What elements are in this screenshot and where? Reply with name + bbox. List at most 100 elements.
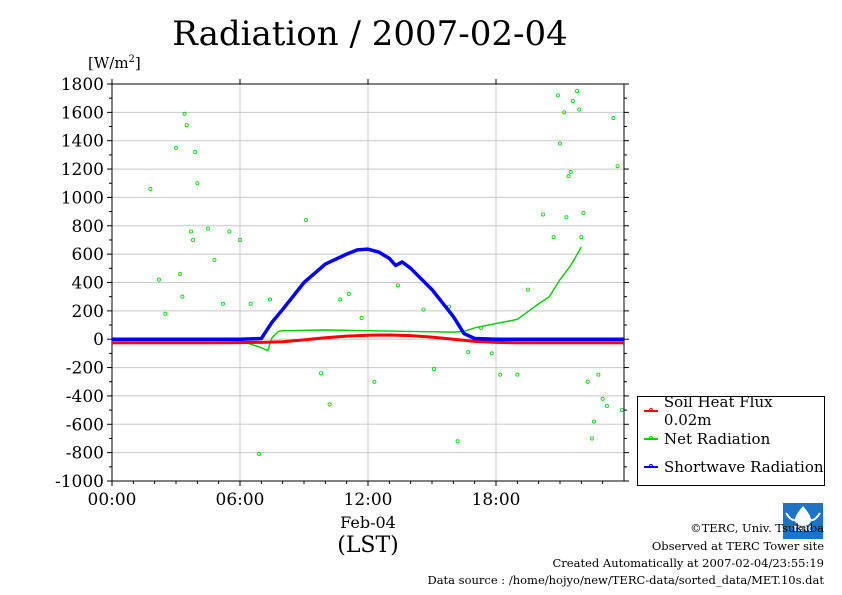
- net-radiation-scatter-point: [515, 372, 520, 377]
- y-tick-label: 1200: [61, 160, 104, 180]
- net-radiation-scatter-point: [191, 237, 196, 242]
- y-tick-label: 600: [72, 245, 104, 265]
- chart-legend: Soil Heat Flux 0.02m Net Radiation Short…: [637, 393, 825, 486]
- y-tick-label: -1000: [55, 472, 104, 492]
- x-tick-label: 18:00: [472, 490, 521, 510]
- y-tick-label: 800: [72, 217, 104, 237]
- net-radiation-scatter-point: [568, 169, 573, 174]
- net-radiation-scatter-point: [227, 229, 232, 234]
- net-radiation-scatter-point: [551, 235, 556, 240]
- x-tick-label: 06:00: [216, 490, 265, 510]
- net-radiation-scatter-point: [188, 229, 193, 234]
- legend-label-soil-heat-flux: Soil Heat Flux 0.02m: [663, 393, 773, 429]
- x-date-label: Feb-04: [340, 513, 396, 532]
- terc-logo-text: TERC: [792, 525, 814, 533]
- x-tick-label: 00:00: [88, 490, 137, 510]
- net-radiation-scatter-point: [466, 349, 471, 354]
- net-radiation-scatter-point: [178, 271, 183, 276]
- y-axis-unit: [W/m2]: [88, 54, 141, 72]
- series-net-radiation-line: [112, 246, 582, 352]
- net-radiation-scatter-point: [489, 351, 494, 356]
- net-radiation-scatter-point: [327, 402, 332, 407]
- series-shortwave-radiation-line: [112, 247, 624, 341]
- net-radiation-scatter-point: [372, 379, 377, 384]
- net-radiation-scatter-point: [346, 291, 351, 296]
- net-radiation-scatter-point: [180, 294, 185, 299]
- net-radiation-scatter-point: [156, 277, 161, 282]
- legend-swatch-net-radiation: [644, 436, 658, 440]
- legend-swatch-shortwave-radiation: [644, 464, 658, 468]
- net-radiation-scatter-point: [611, 116, 616, 121]
- y-tick-label: 1600: [61, 103, 104, 123]
- net-radiation-scatter-point: [184, 123, 189, 128]
- legend-swatch-soil-heat-flux: [644, 408, 658, 412]
- net-radiation-scatter-point: [182, 111, 187, 116]
- net-radiation-scatter-point: [570, 99, 575, 104]
- net-radiation-scatter-point: [604, 403, 609, 408]
- net-radiation-scatter-point: [359, 315, 364, 320]
- series-soil-heat-flux-0-02m-line: [112, 333, 624, 345]
- y-tick-label: 200: [72, 302, 104, 322]
- net-radiation-scatter-point: [237, 237, 242, 242]
- net-radiation-scatter-point: [163, 311, 168, 316]
- y-tick-label: 1400: [61, 132, 104, 152]
- net-radiation-scatter-point: [195, 181, 200, 186]
- net-radiation-scatter-point: [267, 297, 272, 302]
- net-radiation-scatter-point: [581, 211, 586, 216]
- net-radiation-scatter-point: [590, 436, 595, 441]
- legend-item-net-radiation: Net Radiation: [644, 428, 770, 450]
- y-tick-label: -200: [66, 359, 104, 379]
- x-axis-label: (LST): [337, 533, 399, 558]
- net-radiation-scatter-point: [600, 396, 605, 401]
- y-tick-label: -400: [66, 387, 104, 407]
- net-radiation-scatter-point: [585, 379, 590, 384]
- legend-label-net-radiation: Net Radiation: [664, 430, 771, 448]
- y-tick-label: -600: [66, 415, 104, 435]
- net-radiation-scatter-point: [575, 89, 580, 94]
- net-radiation-scatter-point: [148, 186, 153, 191]
- legend-item-shortwave-radiation: Shortwave Radiation: [644, 456, 824, 478]
- net-radiation-scatter-point: [526, 287, 531, 292]
- x-tick-label: 12:00: [344, 490, 393, 510]
- net-radiation-scatter-point: [455, 439, 460, 444]
- net-radiation-scatter-point: [592, 419, 597, 424]
- net-radiation-scatter-point: [615, 164, 620, 169]
- terc-logo-icon: [783, 503, 823, 539]
- net-radiation-scatter-point: [562, 110, 567, 115]
- net-radiation-scatter-point: [596, 372, 601, 377]
- net-radiation-scatter-point: [619, 408, 624, 413]
- footer-created: Created Automatically at 2007-02-04/23:5…: [552, 556, 825, 570]
- net-radiation-scatter-point: [220, 301, 225, 306]
- y-tick-label: 400: [72, 274, 104, 294]
- terc-logo: TERC: [783, 503, 823, 539]
- y-tick-label: 1800: [61, 75, 104, 95]
- net-radiation-scatter-point: [319, 371, 324, 376]
- net-radiation-scatter-point: [421, 307, 426, 312]
- net-radiation-scatter-point: [248, 301, 253, 306]
- net-radiation-scatter-point: [432, 366, 437, 371]
- y-tick-label: 0: [93, 330, 104, 350]
- net-radiation-scatter-point: [212, 257, 217, 262]
- net-radiation-scatter-point: [558, 141, 563, 146]
- y-tick-label: 1000: [61, 188, 104, 208]
- footer-observed: Observed at TERC Tower site: [651, 539, 824, 553]
- net-radiation-scatter-point: [395, 283, 400, 288]
- net-radiation-scatter-point: [205, 226, 210, 231]
- net-radiation-scatter-point: [304, 218, 309, 223]
- net-radiation-scatter-point: [193, 150, 198, 155]
- net-radiation-scatter-point: [338, 297, 343, 302]
- chart-title: Radiation / 2007-02-04: [172, 14, 568, 54]
- net-radiation-scatter-point: [577, 107, 582, 112]
- net-radiation-scatter-point: [579, 235, 584, 240]
- net-radiation-scatter-point: [173, 145, 178, 150]
- legend-label-shortwave-radiation: Shortwave Radiation: [664, 458, 824, 476]
- net-radiation-scatter-point: [566, 174, 571, 179]
- legend-item-soil-heat-flux: Soil Heat Flux 0.02m: [644, 393, 824, 429]
- net-radiation-scatter-point: [257, 452, 262, 457]
- net-radiation-scatter-point: [555, 93, 560, 98]
- net-radiation-scatter-point: [564, 215, 569, 220]
- net-radiation-scatter-point: [540, 212, 545, 217]
- net-radiation-scatter-point: [498, 372, 503, 377]
- footer-copyright: ©TERC, Univ. Tsukuba: [690, 521, 824, 535]
